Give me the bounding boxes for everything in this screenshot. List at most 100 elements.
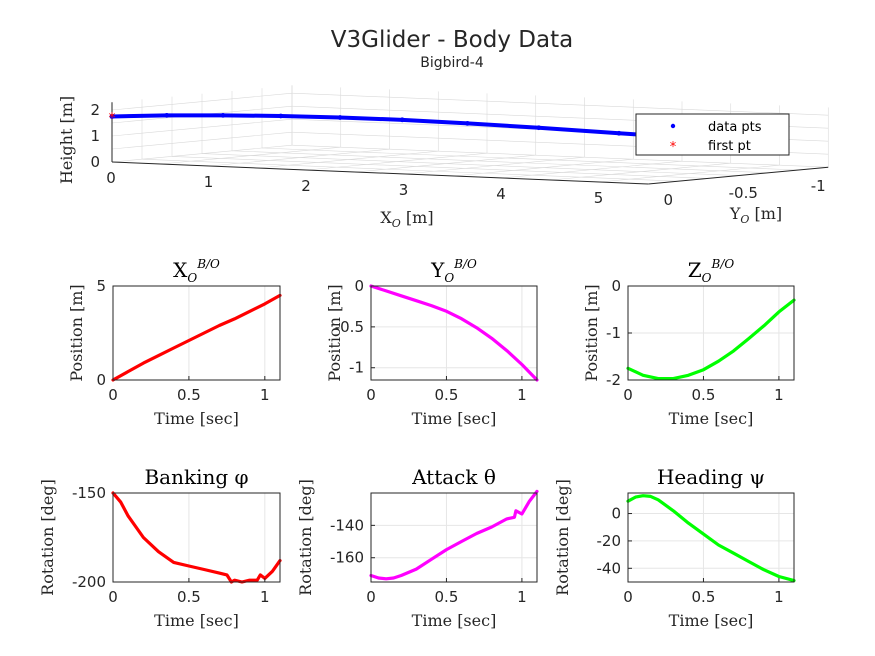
x-tick-label: 1	[260, 588, 270, 606]
x-tick-label: 1	[774, 588, 784, 606]
floor-grid-line	[231, 150, 769, 174]
first-pt-marker: *	[109, 111, 116, 127]
figure-subtitle: Bigbird-4	[420, 55, 484, 71]
x-tick-label: 1	[517, 588, 527, 606]
height-tick-label: 0	[90, 153, 100, 171]
y-tick-label: -20	[597, 532, 622, 550]
x-axis-label: Time [sec]	[669, 409, 754, 428]
data-pt	[337, 115, 343, 120]
data-series-line	[369, 489, 539, 581]
xo-tick-label: 5	[594, 189, 604, 207]
y-tick-label: -40	[597, 559, 622, 577]
x-axis-label: Time [sec]	[669, 611, 754, 630]
y-tick-label: -140	[330, 516, 364, 534]
y-tick-label: 5	[96, 277, 106, 295]
z-position-plot: 0 0.5 1 0 -1 -2 Time [sec] Position [m] ZOB/O	[582, 257, 796, 428]
x-tick-label: 1	[260, 386, 270, 404]
yo-tick-label: -0.5	[729, 184, 758, 202]
floor-grid-line	[201, 153, 739, 176]
data-series-line	[626, 494, 796, 583]
data-pt	[164, 112, 170, 118]
yo-tick-label: 0	[663, 191, 673, 209]
yo-tick-label: -1	[811, 177, 826, 195]
legend-data-pts-marker	[670, 123, 676, 129]
x-axis-label: Time [sec]	[154, 611, 239, 630]
floor-grid-line	[171, 156, 709, 179]
xo-tick-label: 0	[106, 169, 116, 187]
legend-data-pts-label: data pts	[708, 120, 762, 135]
x-tick-label: 0	[366, 386, 376, 404]
y-tick-label: 0	[96, 371, 106, 389]
x-tick-label: 0.5	[692, 588, 716, 606]
subplot-title: Heading ψ	[657, 465, 765, 489]
y-position-plot: 0 0.5 1 0 -0.5 -1 Time [sec] Position [m] YOB/O	[325, 257, 539, 428]
data-series-line	[626, 298, 796, 381]
x-tick-label: 0.5	[435, 588, 459, 606]
data-pt	[278, 113, 284, 119]
back-wall-grid-line	[291, 92, 829, 116]
y-tick-label: 0	[354, 277, 364, 295]
y-tick-label: -1	[606, 324, 621, 342]
height-tick-label: 1	[90, 127, 100, 145]
trajectory-3d-grid	[111, 85, 829, 185]
data-series-line	[111, 491, 282, 584]
data-series-line	[111, 293, 282, 382]
subplot-title: Attack θ	[411, 465, 496, 489]
legend-first-pt-label: first pt	[708, 139, 751, 154]
banking-plot: 0 0.5 1 -150 -200 Time [sec] Rotation [deg] Ban…	[38, 465, 282, 630]
y-tick-label: 0	[611, 277, 621, 295]
y-axis-label: Position [m]	[582, 284, 601, 381]
x-tick-label: 0	[366, 588, 376, 606]
y-axis-label: Rotation [deg]	[38, 479, 57, 596]
y-tick-label: -0.5	[335, 318, 364, 336]
data-pt	[536, 125, 542, 131]
data-pt	[616, 130, 622, 136]
subplot-title: YOB/O	[430, 257, 477, 285]
axes-box	[112, 285, 281, 381]
axes-box	[112, 492, 281, 583]
y-tick-label: -160	[330, 549, 364, 567]
data-pt	[465, 121, 470, 126]
left-wall-grid-line	[111, 118, 293, 137]
subplot-title: ZOB/O	[688, 257, 735, 285]
subplot-title: Banking φ	[144, 465, 248, 489]
trajectory-3d-plot: * 0 1 2 3 4 5 0 -0.5 -1 0 1 2 data pts * first pt X…	[57, 85, 829, 230]
x-position-plot: 0 0.5 1 0 5 Time [sec] Position [m] XOB/O	[67, 257, 282, 428]
floor-grid-line	[141, 158, 679, 182]
x-tick-label: 0.5	[692, 386, 716, 404]
floor-grid-line	[261, 147, 799, 171]
x-tick-label: 1	[774, 386, 784, 404]
xo-tick-label: 1	[204, 173, 214, 191]
y-tick-label: -1	[349, 359, 364, 377]
y-axis-label: Rotation [deg]	[296, 479, 315, 596]
y-tick-label: 0	[611, 505, 621, 523]
legend-first-pt-marker: *	[670, 140, 677, 155]
data-pt	[399, 117, 405, 123]
x-axis-label: Time [sec]	[154, 409, 239, 428]
xo-axis-line	[111, 161, 649, 185]
data-series-line	[369, 284, 539, 382]
height-tick-label: 2	[90, 101, 100, 119]
x-tick-label: 0.5	[177, 386, 201, 404]
y-axis-label: Rotation [deg]	[553, 479, 572, 596]
x-tick-label: 0	[108, 386, 118, 404]
attack-plot: 0 0.5 1 -140 -160 Time [sec] Rotation [deg] Att…	[296, 465, 539, 630]
heading-plot: 0 0.5 1 0 -20 -40 Time [sec] Rotation [deg] Head…	[553, 465, 796, 630]
x-tick-label: 0.5	[435, 386, 459, 404]
xo-axis-label: XO [m]	[380, 208, 433, 230]
y-axis-label: Position [m]	[325, 284, 344, 381]
subplot-title: XOB/O	[173, 257, 220, 285]
left-wall-grid-line	[111, 131, 293, 150]
x-tick-label: 0	[108, 588, 118, 606]
height-axis-label: Height [m]	[57, 96, 76, 184]
trajectory-3d-legend: data pts * first pt	[635, 113, 790, 156]
legend-box	[635, 113, 790, 156]
axes-box	[627, 492, 795, 583]
y-axis-label: Position [m]	[67, 284, 86, 381]
data-pt	[220, 112, 226, 118]
floor-grid-line	[291, 144, 829, 168]
y-tick-label: -150	[72, 484, 106, 502]
left-wall-grid-line	[111, 92, 293, 111]
yo-axis-line	[648, 166, 829, 185]
y-tick-label: -200	[72, 573, 106, 591]
